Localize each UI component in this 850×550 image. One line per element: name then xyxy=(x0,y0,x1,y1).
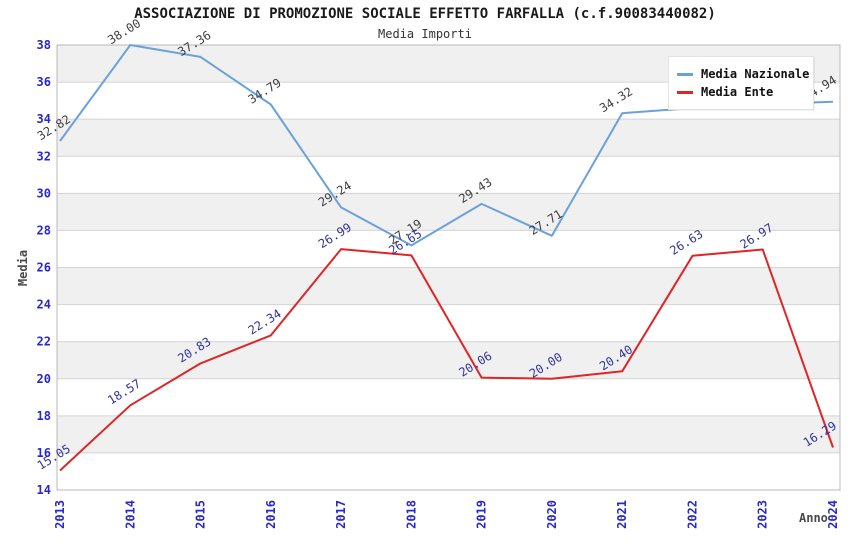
chart-subtitle: Media Importi xyxy=(378,27,472,41)
y-tick-label: 16 xyxy=(37,446,51,460)
x-axis-title: Anno xyxy=(799,511,828,525)
y-tick-label: 24 xyxy=(37,298,51,312)
x-tick-label: 2015 xyxy=(194,500,208,529)
y-tick-label: 38 xyxy=(37,38,51,52)
plot-band xyxy=(57,193,840,231)
y-tick-label: 22 xyxy=(37,335,51,349)
plot-band xyxy=(57,230,840,268)
blue-line-marker-icon xyxy=(677,72,693,76)
x-tick-label: 2024 xyxy=(826,500,840,529)
plot-band xyxy=(57,415,840,453)
x-tick-label: 2023 xyxy=(756,500,770,529)
y-tick-label: 14 xyxy=(37,483,51,497)
legend-label: Media Nazionale xyxy=(701,67,810,81)
y-tick-label: 20 xyxy=(37,372,51,386)
chart-title: ASSOCIAZIONE DI PROMOZIONE SOCIALE EFFET… xyxy=(134,6,716,22)
legend: Media Nazionale Media Ente xyxy=(668,56,814,110)
x-tick-label: 2014 xyxy=(123,500,137,529)
plot-band xyxy=(57,304,840,342)
plot-band xyxy=(57,267,840,305)
y-tick-label: 18 xyxy=(37,409,51,423)
x-tick-label: 2019 xyxy=(475,500,489,529)
plot-border xyxy=(56,44,841,491)
y-tick-label: 34 xyxy=(37,112,51,126)
y-tick-label: 26 xyxy=(37,261,51,275)
y-tick-label: 32 xyxy=(37,149,51,163)
series-line-media-ente xyxy=(59,248,834,472)
y-tick-label: 36 xyxy=(37,75,51,89)
x-tick-label: 2017 xyxy=(334,500,348,529)
legend-label: Media Ente xyxy=(701,85,774,99)
x-tick-label: 2022 xyxy=(685,500,699,529)
legend-item-media-nazionale: Media Nazionale xyxy=(677,66,809,82)
x-tick-label: 2020 xyxy=(545,500,559,529)
plot-band xyxy=(57,156,840,194)
y-axis-title: Media xyxy=(16,250,30,286)
plot-band xyxy=(57,378,840,416)
legend-item-media-ente: Media Ente xyxy=(677,84,805,100)
x-tick-label: 2016 xyxy=(264,500,278,529)
x-tick-label: 2018 xyxy=(404,500,418,529)
x-tick-label: 2021 xyxy=(615,500,629,529)
red-line-marker-icon xyxy=(677,90,693,94)
y-tick-label: 30 xyxy=(37,186,51,200)
plot-band xyxy=(57,119,840,157)
plot-band xyxy=(57,452,840,490)
y-tick-label: 28 xyxy=(37,223,51,237)
plot-band xyxy=(57,341,840,379)
x-tick-label: 2013 xyxy=(53,500,67,529)
